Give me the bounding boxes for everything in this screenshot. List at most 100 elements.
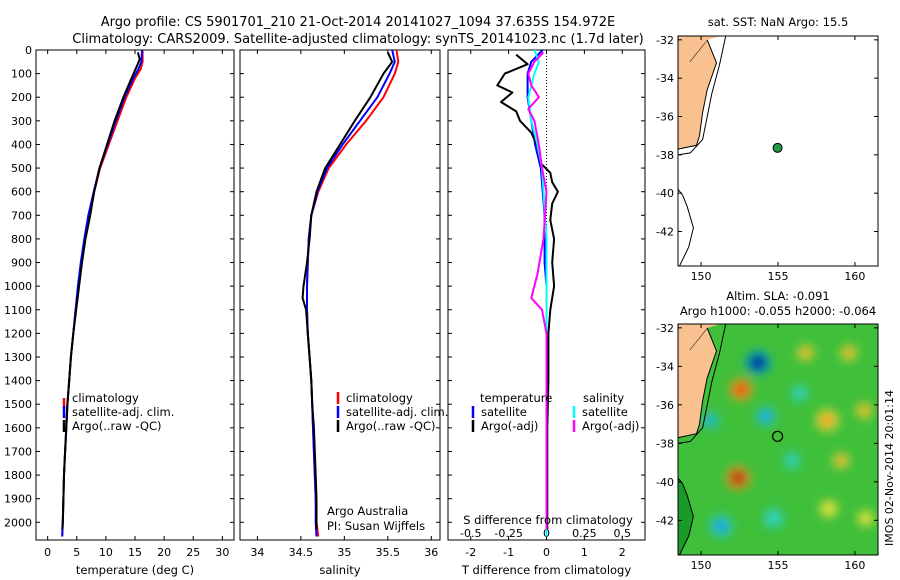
x-tick-label: 155 (768, 559, 789, 572)
sla-eddy-core (759, 410, 773, 423)
x-tick-label: 5 (73, 546, 80, 559)
sla-eddy-core (713, 519, 729, 534)
legend-label-argo: Argo(..raw -QC) (72, 419, 162, 433)
y-tick-label: 900 (11, 257, 32, 270)
x-tick-label: 1 (581, 546, 588, 559)
sla-map-panel: 150 155 160 -32 -34 -36 -38 -40 -42 Altim. SLA: -… (656, 289, 879, 572)
sla-eddy-core (733, 382, 749, 397)
s-axis-title: S difference from climatology (463, 513, 633, 527)
x-tick-label: 35 (337, 546, 351, 559)
legend-label-s-satellite: satellite (582, 405, 628, 419)
y-tick-label: -40 (656, 476, 674, 489)
argo-position-marker (771, 430, 784, 442)
shelf-contour (677, 35, 727, 156)
series-line-s-argo-adj- (527, 51, 548, 530)
y-tick-label: 0 (25, 44, 32, 57)
figure-title-line2: Climatology: CARS2009. Satellite-adjuste… (72, 32, 644, 47)
y-tick-label: -36 (656, 399, 674, 412)
legend-title-salinity: salinity (583, 391, 624, 405)
y-tick-label: -40 (656, 187, 674, 200)
legend-label-climatology: climatology (346, 391, 413, 405)
legend-label-satellite: satellite-adj. clim. (346, 405, 448, 419)
land-north (678, 324, 722, 350)
series-line-argo-raw-qc- (301, 51, 394, 530)
y-tick-label: 800 (11, 233, 32, 246)
legend-label-argo: Argo(..raw -QC) (346, 419, 436, 433)
s-tick-label: -0.25 (494, 527, 522, 540)
x-tick-label: 34.5 (289, 546, 314, 559)
sla-eddy-core (843, 347, 855, 358)
y-tick-label: 700 (11, 209, 32, 222)
legend-label-climatology: climatology (72, 391, 139, 405)
y-tick-label: -38 (656, 149, 674, 162)
plot-frame (35, 49, 235, 541)
y-tick-label: 1700 (4, 445, 32, 458)
x-tick-label: 36 (424, 546, 438, 559)
sst-map-title: sat. SST: NaN Argo: 15.5 (708, 15, 849, 29)
sla-eddy-core (858, 405, 870, 416)
sla-eddy-core (800, 347, 812, 358)
annotation-line2: PI: Susan Wijffels (327, 519, 425, 533)
legend-title-temperature: temperature (480, 391, 552, 405)
x-tick-label: -2 (465, 546, 476, 559)
figure-title-line1: Argo profile: CS 5901701_210 21-Oct-2014… (101, 15, 615, 30)
y-tick-label: -38 (656, 437, 674, 450)
y-tick-label: 1500 (4, 398, 32, 411)
sla-eddy-core (749, 355, 767, 370)
x-tick-label: 25 (186, 546, 200, 559)
y-tick-label: -36 (656, 111, 674, 124)
y-tick-label: -42 (656, 514, 674, 527)
x-tick-label: 10 (99, 546, 113, 559)
y-tick-label: 1000 (4, 280, 32, 293)
x-tick-label: 160 (844, 559, 865, 572)
x-tick-label: 160 (844, 270, 865, 283)
y-tick-label: 1900 (4, 493, 32, 506)
sla-eddy-core (786, 455, 798, 466)
x-tick-label: 2 (619, 546, 626, 559)
legend-label-satellite: satellite-adj. clim. (72, 405, 174, 419)
salinity-legend: climatology satellite-adj. clim. Argo(..… (327, 391, 448, 533)
sst-map-panel: 150 155 160 -32 -34 -36 -38 -40 -42 sat. SST: NaN… (656, 15, 879, 283)
y-tick-label: -34 (656, 72, 674, 85)
land-north (678, 36, 722, 61)
x-tick-label: 155 (768, 270, 789, 283)
salinity-panel: 34 34.5 35 35.5 36 salinity (239, 49, 441, 577)
annotation-line1: Argo Australia (327, 504, 408, 518)
s-tick-label: 0.5 (614, 527, 632, 540)
x-tick-label: 0 (44, 546, 51, 559)
x-tick-label: -1 (503, 546, 514, 559)
legend-label-s-argo: Argo(-adj) (582, 419, 639, 433)
sla-eddy-core (819, 413, 835, 428)
sla-eddy-core (704, 415, 716, 426)
y-tick-label: 100 (11, 68, 32, 81)
sla-eddy-core (766, 512, 780, 525)
x-tick-label: 34 (250, 546, 264, 559)
x-axis-title: T difference from climatology (461, 563, 632, 577)
y-tick-label: -42 (656, 226, 674, 239)
x-tick-label: 0 (543, 546, 550, 559)
sla-map-title-line1: Altim. SLA: -0.091 (726, 289, 830, 303)
sla-eddy-core (835, 455, 847, 466)
x-tick-label: 35.5 (376, 546, 401, 559)
y-tick-label: 1100 (4, 304, 32, 317)
y-tick-label: 2000 (4, 516, 32, 529)
x-tick-label: 150 (691, 559, 712, 572)
sla-map-title-line2: Argo h1000: -0.055 h2000: -0.064 (680, 304, 876, 318)
sla-anomalies (702, 345, 874, 537)
difference-legend: temperature salinity satellite Argo(-adj… (463, 391, 639, 527)
y-tick-label: 1800 (4, 469, 32, 482)
x-tick-label: 30 (215, 546, 229, 559)
y-tick-label: -32 (656, 322, 674, 335)
temperature-legend: climatology satellite-adj. clim. Argo(..… (62, 391, 174, 433)
shelf-contour (677, 323, 727, 444)
sla-eddy-core (794, 388, 805, 399)
temperature-panel: 0 5 10 15 20 25 30 temperature (deg C) 0 100 200 30… (4, 44, 235, 577)
s-tick-label: -0.5 (460, 527, 481, 540)
y-tick-label: 1600 (4, 422, 32, 435)
x-axis-title: salinity (319, 563, 360, 577)
y-tick-label: -34 (656, 360, 674, 373)
x-axis-title: temperature (deg C) (76, 563, 194, 577)
difference-panel: -2 -1 0 1 2 T difference from climatology -0.5… (447, 49, 646, 577)
sla-field (678, 324, 878, 555)
